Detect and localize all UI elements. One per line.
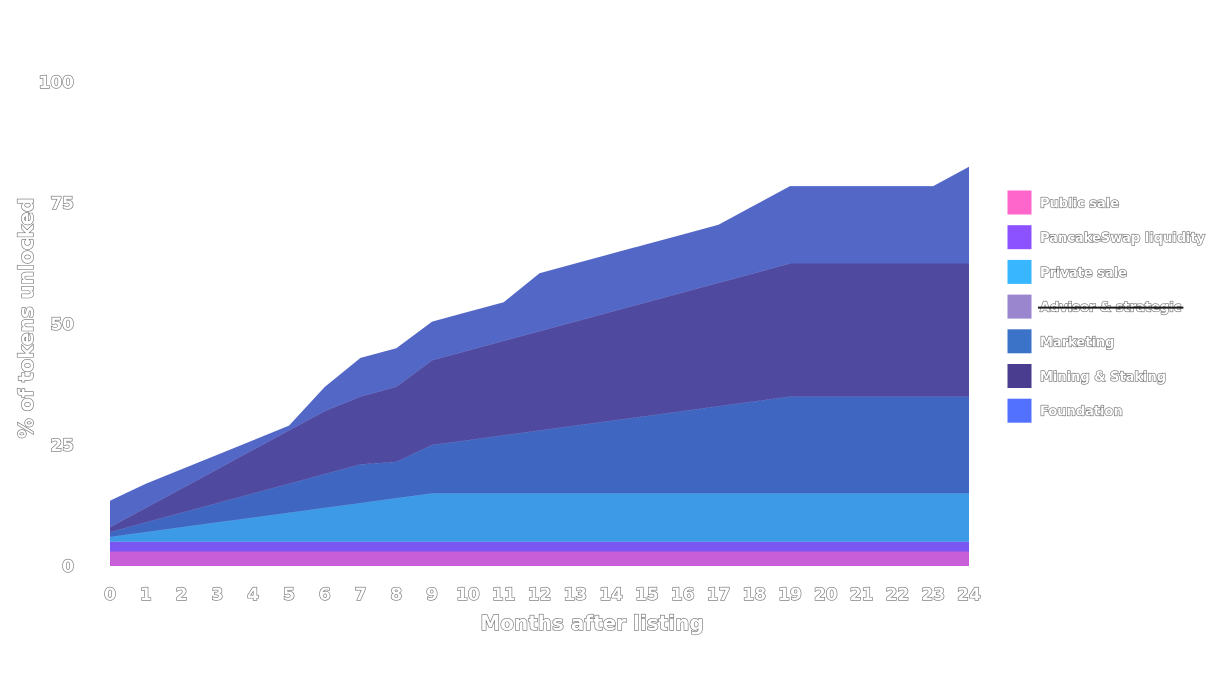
legend-item[interactable]: PancakeSwap liquidity [1006, 224, 1206, 251]
y-tick-label: 100 [39, 73, 75, 93]
legend-label: Private sale [1040, 266, 1127, 281]
x-tick-label: 4 [247, 585, 259, 605]
x-tick-label: 23 [921, 585, 945, 605]
area-private-sale [110, 493, 969, 542]
x-tick-label: 2 [176, 585, 188, 605]
legend-swatch [1006, 397, 1033, 424]
area-pancakeswap-liquidity [110, 541, 969, 552]
legend-item[interactable]: Marketing [1006, 328, 1115, 355]
legend-swatch [1006, 363, 1033, 389]
x-tick-label: 3 [211, 585, 223, 605]
legend-item[interactable]: Foundation [1006, 397, 1123, 424]
legend-swatch [1006, 293, 1033, 320]
legend-item[interactable]: Public sale [1006, 189, 1120, 216]
legend-swatch [1006, 224, 1033, 251]
y-tick-label: 50 [50, 315, 74, 335]
area-mining-staking [110, 263, 969, 533]
x-tick-label: 11 [492, 585, 516, 605]
legend-label: PancakeSwap liquidity [1040, 231, 1206, 246]
legend-swatch [1006, 258, 1033, 285]
y-tick-label: 75 [50, 194, 74, 214]
x-axis-title: Months after listing [480, 611, 703, 635]
x-axis-ticks: 0 1 2 3 4 5 6 7 8 9 10 11 12 13 14 15 16 17 18 19 20 21 22 23 24 [103, 584, 981, 605]
x-tick-label: 8 [390, 585, 402, 605]
area-marketing [110, 396, 969, 537]
x-tick-label: 17 [707, 585, 731, 605]
x-tick-label: 18 [742, 585, 766, 605]
x-tick-label: 12 [528, 585, 552, 605]
x-tick-label: 5 [283, 585, 295, 605]
legend-swatch [1006, 189, 1033, 216]
legend-label: Mining & Staking [1040, 370, 1166, 385]
x-tick-label: 24 [957, 585, 981, 605]
x-tick-label: 14 [599, 585, 623, 605]
x-tick-label: 21 [850, 585, 874, 605]
y-tick-label: 25 [50, 436, 74, 456]
x-tick-label: 10 [456, 585, 480, 605]
x-tick-label: 7 [355, 585, 367, 605]
legend-item[interactable]: Mining & Staking [1006, 363, 1167, 389]
x-tick-label: 1 [140, 585, 152, 605]
x-tick-label: 19 [778, 585, 802, 605]
legend-label: Public sale [1040, 197, 1119, 212]
legend-swatch [1006, 328, 1033, 355]
legend-label: Marketing [1040, 335, 1114, 350]
x-tick-label: 15 [635, 585, 659, 605]
x-tick-label: 16 [671, 585, 695, 605]
y-axis-ticks: 0 25 50 75 100 [38, 72, 75, 577]
x-tick-label: 22 [886, 585, 910, 605]
area-foundation [110, 166, 969, 528]
area-layers [110, 166, 969, 566]
x-tick-label: 9 [426, 585, 438, 605]
legend-label: Foundation [1040, 405, 1123, 420]
x-tick-label: 13 [563, 585, 587, 605]
x-tick-label: 20 [814, 585, 838, 605]
y-axis-title: % of tokens unlocked [14, 198, 38, 439]
legend: Public sale PancakeSwap liquidity Private … [1006, 189, 1206, 424]
x-tick-label: 0 [104, 585, 116, 605]
area-public-sale [110, 551, 969, 566]
legend-item[interactable]: Private sale [1006, 258, 1128, 285]
x-tick-label: 6 [319, 585, 331, 605]
y-tick-label: 0 [62, 557, 74, 577]
